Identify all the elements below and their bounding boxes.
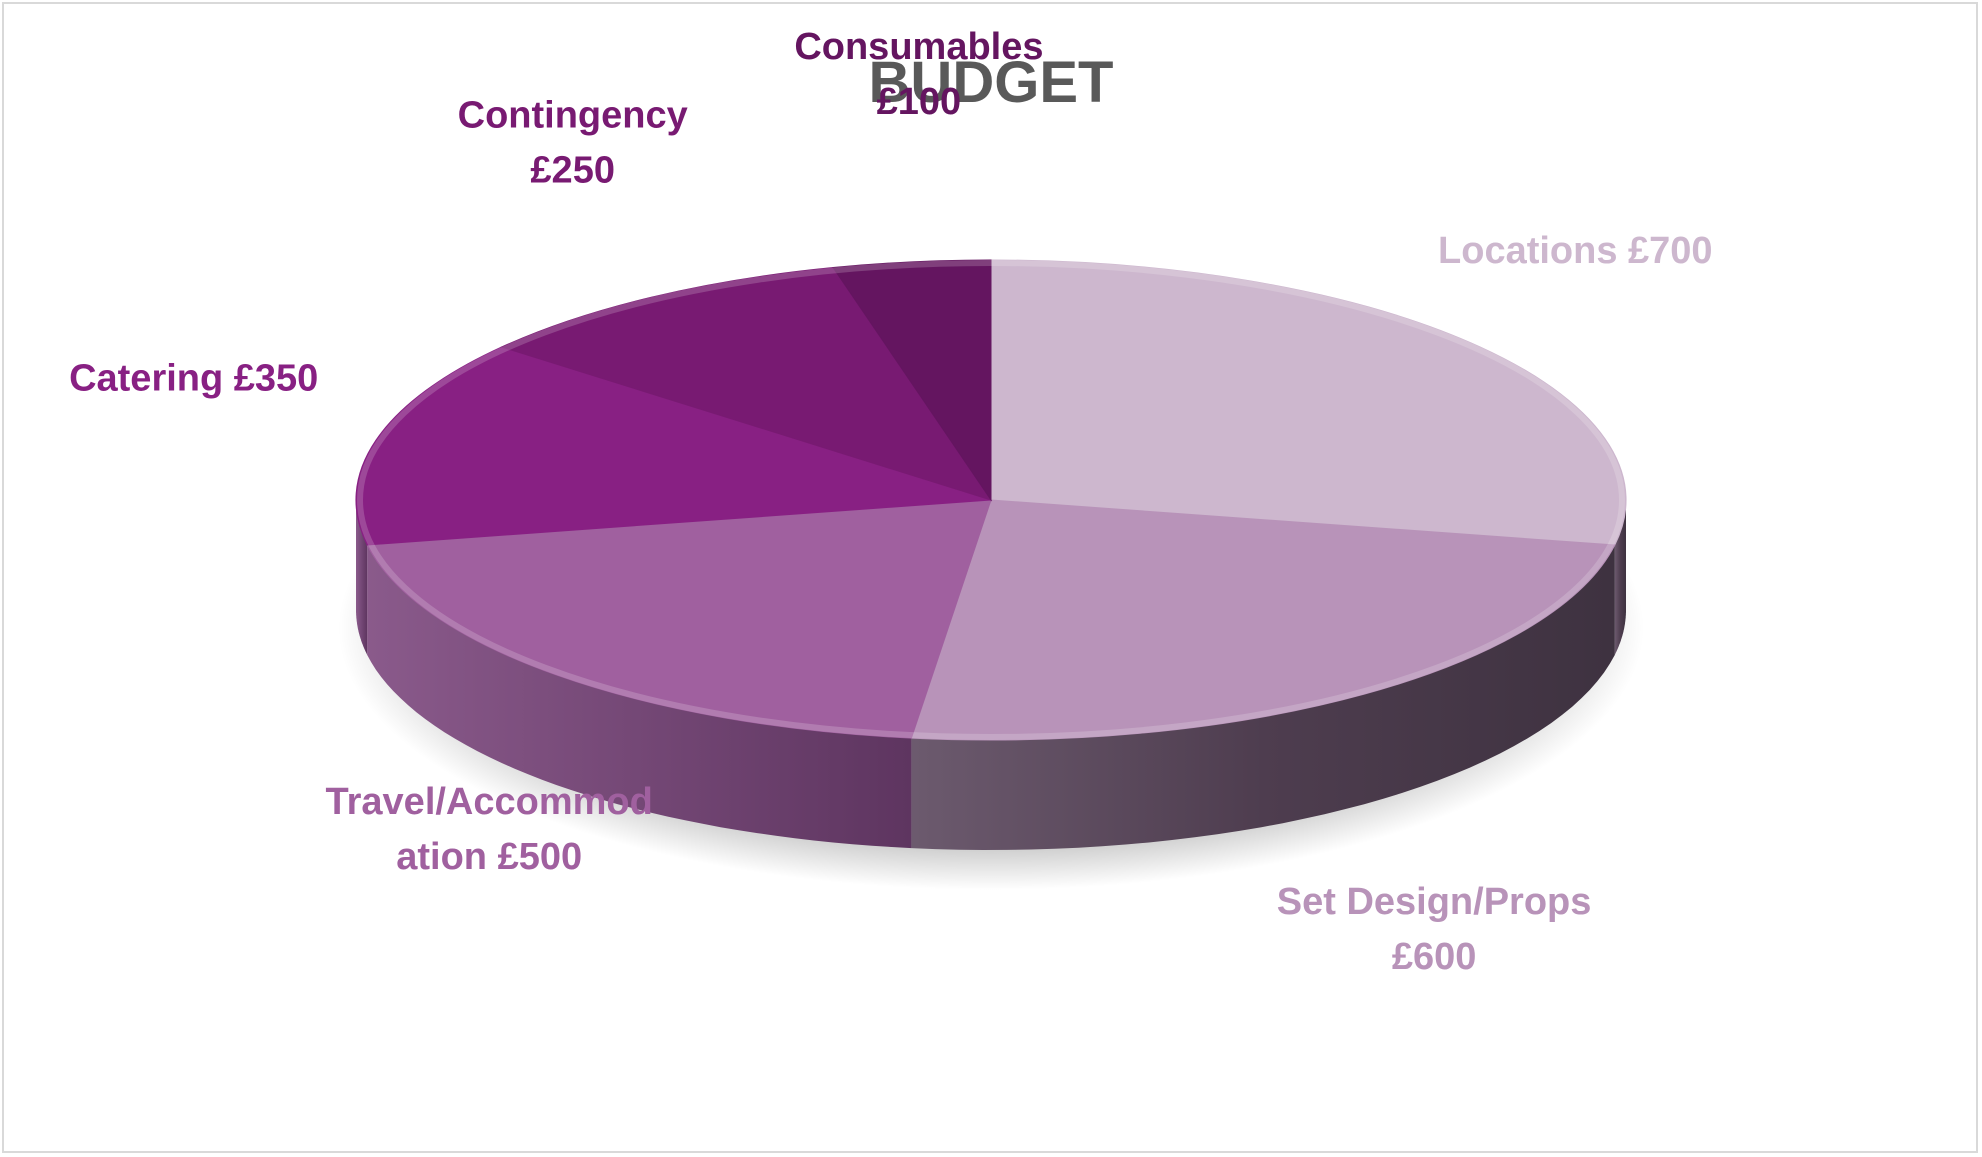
data-label-line: Consumables [794,26,1043,68]
slice-side-0 [1614,500,1626,655]
slice-side-3 [356,500,368,655]
pie-slice-3 [355,346,992,546]
data-label-line: Locations £700 [1438,230,1713,272]
data-label-line: £600 [1392,936,1477,978]
data-label-line: Set Design/Props [1277,881,1592,923]
data-label-line: Contingency [458,94,688,136]
data-label-1: Set Design/Props £600 [1277,881,1592,978]
data-label-3: Catering £350 [69,358,318,400]
data-label-0: Locations £700 [1438,230,1713,272]
pie-rim-highlight [357,260,1625,740]
pie-slice-0 [990,259,1627,546]
pie-slice-1 [910,499,1616,741]
data-label-2: Travel/Accommod ation £500 [326,781,653,878]
slice-side-1 [911,545,1615,850]
data-label-line: ation £500 [396,836,582,878]
data-label-4: Contingency £250 [458,94,688,191]
data-label-line: Catering £350 [69,358,318,400]
pie-slice-4 [500,266,993,501]
data-label-5: Consumables £100 [794,26,1043,123]
pie-slice-5 [832,259,992,502]
data-label-line: Travel/Accommod [326,781,653,823]
data-label-line: £100 [877,81,962,123]
chart-title: BUDGET [869,50,1114,115]
pie-slice-2 [366,499,992,739]
data-label-line: £250 [530,149,615,191]
slice-side-2 [367,545,912,849]
